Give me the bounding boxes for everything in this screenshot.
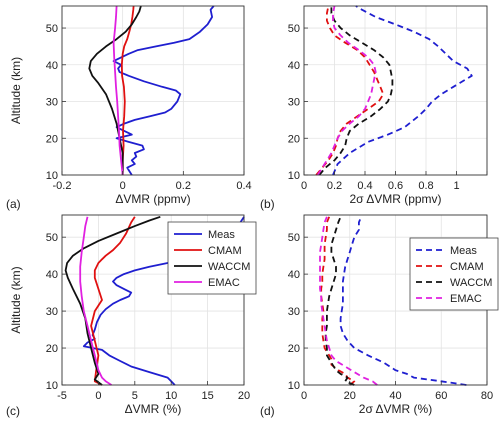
x-tick-label: 80: [481, 390, 493, 402]
y-tick-label: 40: [288, 269, 300, 281]
series-line-waccm: [88, 5, 142, 175]
x-tick-label: 20: [238, 390, 250, 402]
y-tick-label: 20: [288, 133, 300, 145]
x-axis-label: ΔVMR (ppmv): [115, 192, 190, 206]
axes-frame: [61, 214, 245, 386]
legend-label-meas: Meas: [450, 245, 477, 257]
series-line-emac: [319, 216, 378, 386]
panel-label: (c): [6, 404, 20, 418]
series-line-meas: [339, 216, 467, 386]
legend-label-emac: EMAC: [208, 277, 240, 289]
legend-label-meas: Meas: [208, 229, 235, 241]
legend-label-waccm: WACCM: [208, 261, 250, 273]
x-tick-label: 40: [389, 390, 401, 402]
series-line-waccm: [64, 215, 161, 386]
x-tick-label: 0.4: [236, 180, 251, 192]
legend-box: [409, 237, 499, 311]
panel-b: 0 0.2 0.4 0.6 0.8 1 10 20 30 40 50 2σ ΔVMR (ppmv) (b…: [260, 5, 488, 211]
y-tick-label: 30: [46, 306, 58, 318]
y-tick-label: 40: [46, 269, 58, 281]
y-tick-label: 30: [288, 97, 300, 109]
plot-area: [62, 6, 244, 175]
y-tick-label: 40: [46, 60, 58, 72]
x-tick-label: 0.2: [327, 180, 342, 192]
x-axis-label: 2σ ΔVMR (%): [359, 402, 432, 416]
y-tick-label: 20: [288, 343, 300, 355]
x-tick-label: 0.8: [418, 180, 433, 192]
y-axis-label: Altitude (km): [9, 57, 23, 124]
panel-d: 0 20 40 60 80 10 20 30 40 50 2σ ΔVMR (%) (d) Meas CMA…: [260, 214, 499, 418]
y-tick-label: 20: [46, 133, 58, 145]
y-tick-label: 50: [288, 232, 300, 244]
legend-label-waccm: WACCM: [450, 277, 492, 289]
y-tick-label: 10: [46, 380, 58, 392]
y-tick-label: 10: [46, 170, 58, 182]
series-line-emac: [112, 5, 124, 176]
series-line-emac: [316, 5, 377, 176]
legend-label-emac: EMAC: [450, 293, 482, 305]
x-tick-label: 0: [301, 180, 307, 192]
y-tick-label: 10: [288, 170, 300, 182]
x-tick-label: 20: [344, 390, 356, 402]
x-tick-label: -0.2: [53, 180, 72, 192]
axes-frame: [61, 5, 245, 176]
y-axis-label: Altitude (km): [9, 266, 23, 333]
legend: Meas CMAM WACCM EMAC: [409, 237, 499, 311]
series-line-cmam: [315, 5, 385, 176]
y-tick-label: 40: [288, 60, 300, 72]
panel-label: (b): [260, 197, 275, 211]
series-line-waccm: [324, 216, 355, 386]
series-line-meas: [332, 5, 473, 176]
series-line-cmam: [120, 5, 135, 175]
legend: Meas CMAM WACCM EMAC: [167, 221, 257, 295]
x-tick-label: 10: [165, 390, 177, 402]
x-axis-label: 2σ ΔVMR (ppmv): [349, 192, 441, 206]
x-tick-label: -5: [57, 390, 67, 402]
y-tick-label: 10: [288, 380, 300, 392]
series-line-waccm: [318, 6, 394, 176]
y-tick-label: 50: [288, 23, 300, 35]
x-tick-label: 0.2: [176, 180, 191, 192]
x-tick-label: 0: [95, 390, 101, 402]
x-tick-label: 0.4: [357, 180, 372, 192]
series-line-emac: [79, 216, 112, 386]
x-axis-label: ΔVMR (%): [125, 402, 182, 416]
x-tick-label: 0.6: [388, 180, 403, 192]
y-tick-label: 30: [46, 97, 58, 109]
series-line-cmam: [90, 216, 136, 386]
y-tick-label: 50: [46, 23, 58, 35]
legend-label-cmam: CMAM: [450, 261, 484, 273]
panel-a: -0.2 0 0.2 0.4 10 20 30 40 50 ΔVMR (ppmv) Altitude…: [6, 5, 252, 211]
x-tick-label: 15: [201, 390, 213, 402]
x-tick-label: 5: [132, 390, 138, 402]
panel-label: (a): [6, 197, 21, 211]
legend-label-cmam: CMAM: [208, 245, 242, 257]
y-tick-label: 20: [46, 343, 58, 355]
series-line-cmam: [320, 216, 356, 386]
panel-label: (d): [260, 404, 275, 418]
x-tick-label: 1: [453, 180, 459, 192]
y-tick-label: 30: [288, 306, 300, 318]
x-tick-label: 0: [120, 180, 126, 192]
panel-c: -5 0 5 10 15 20 10 20 30 40 50 ΔVMR (%) Altitude (km…: [6, 214, 257, 418]
y-tick-label: 50: [46, 232, 58, 244]
x-tick-label: 60: [435, 390, 447, 402]
x-tick-label: 0: [301, 390, 307, 402]
series-line-meas: [112, 5, 215, 176]
